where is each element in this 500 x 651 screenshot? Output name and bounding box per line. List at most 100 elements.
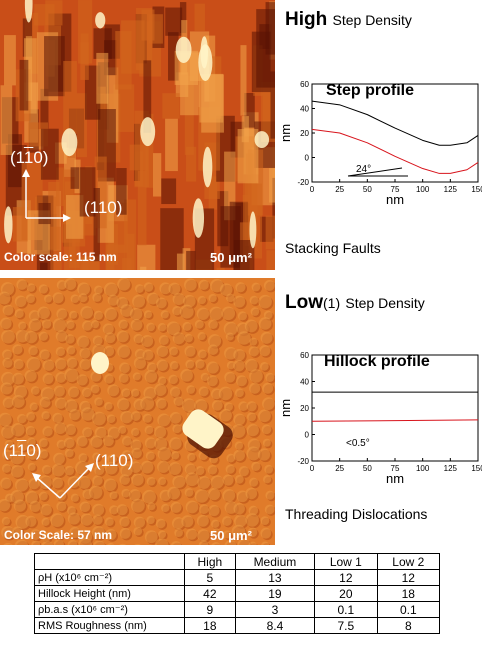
afm-hillock [175,36,192,63]
afm-feature [66,195,84,239]
afm-shadow [228,362,237,371]
afm-shadow [121,305,135,319]
afm-grain [102,435,114,447]
afm-shadow [96,428,109,440]
afm-feature [63,61,77,134]
afm-grain [66,345,76,355]
axis-arrows-icon [22,169,71,222]
afm-grain [38,284,49,294]
afm-shadow [28,439,38,448]
afm-shadow [12,466,26,480]
afm-grain [102,323,114,335]
afm-shadow [159,448,173,462]
afm-shadow [136,285,146,295]
afm-shadow [174,294,187,307]
afm-hillock [24,0,33,23]
afm-shadow [119,321,130,331]
afm-grain [38,438,48,448]
afm-shadow [159,324,168,334]
afm-shadow [91,372,103,384]
afm-grain [1,329,15,344]
afm-grain [146,476,156,486]
afm-grain [160,310,169,319]
afm-shadow [108,428,122,441]
afm-grain [56,308,68,320]
afm-grain [121,388,131,398]
afm-shadow [3,451,14,462]
afm-grain [132,294,146,308]
afm-shadow [221,284,234,298]
table-row: RMS Roughness (nm) 18 8.4 7.5 8 [34,617,441,634]
afm-grain [180,369,193,382]
afm-shadow [93,527,107,541]
afm-shadow [236,476,246,486]
afm-grain [233,502,245,515]
afm-shadow [92,321,101,330]
afm-shadow [210,295,219,304]
afm-shadow [143,491,158,506]
afm-grain [173,396,184,406]
afm-grain [16,279,28,290]
afm-grain [249,369,263,383]
table-corner [34,553,185,570]
afm-shadow [227,294,237,304]
afm-grain [79,501,91,513]
afm-shadow [213,543,221,545]
afm-grain [55,372,67,383]
afm-grain [212,528,221,537]
afm-shadow [148,517,157,526]
afm-shadow [18,440,30,453]
afm-grain [92,540,106,545]
afm-shadow [183,323,193,333]
afm-shadow [157,399,169,411]
afm-grain [1,516,11,526]
afm-grain [246,446,261,461]
afm-shadow [56,373,68,385]
afm-feature [233,240,255,270]
afm-grain [236,322,249,335]
afm-shadow [174,333,187,346]
afm-grain [77,335,90,348]
afm-shadow [11,452,26,466]
afm-grain [146,515,155,525]
afm-shadow [159,377,168,387]
afm-shadow [58,441,68,451]
afm-feature [50,226,62,270]
afm-shadow [106,530,118,542]
afm-grain [196,514,209,527]
afm-grain [56,501,67,512]
afm-shadow [2,283,16,298]
afm-shadow [225,373,237,385]
afm-shadow [196,360,207,371]
afm-grain [222,488,236,502]
afm-shadow [155,438,169,452]
afm-feature [162,93,180,119]
scale-bar-label-low: 50 μm² [210,528,252,543]
afm-feature [186,250,196,270]
afm-grain [183,294,196,308]
afm-grain [119,474,130,485]
afm-grain [81,387,92,398]
column-header: Low 1 [314,553,378,570]
afm-grain [186,385,196,394]
afm-grain [2,357,13,368]
series-line [311,419,479,422]
afm-grain [258,294,272,309]
afm-shadow [185,335,195,344]
afm-grain [145,451,155,461]
afm-shadow [239,312,249,322]
afm-grain [103,478,117,492]
afm-shadow [200,281,211,292]
afm-shadow [120,475,132,487]
afm-shadow [118,279,132,293]
afm-shadow [227,333,236,343]
afm-shadow [27,358,42,373]
afm-grain [30,386,40,395]
afm-grain [41,532,52,542]
afm-feature [116,168,127,215]
afm-grain [90,320,100,329]
afm-grain [12,526,24,538]
afm-grain [206,375,218,387]
afm-grain [223,321,238,336]
afm-shadow [234,504,247,516]
